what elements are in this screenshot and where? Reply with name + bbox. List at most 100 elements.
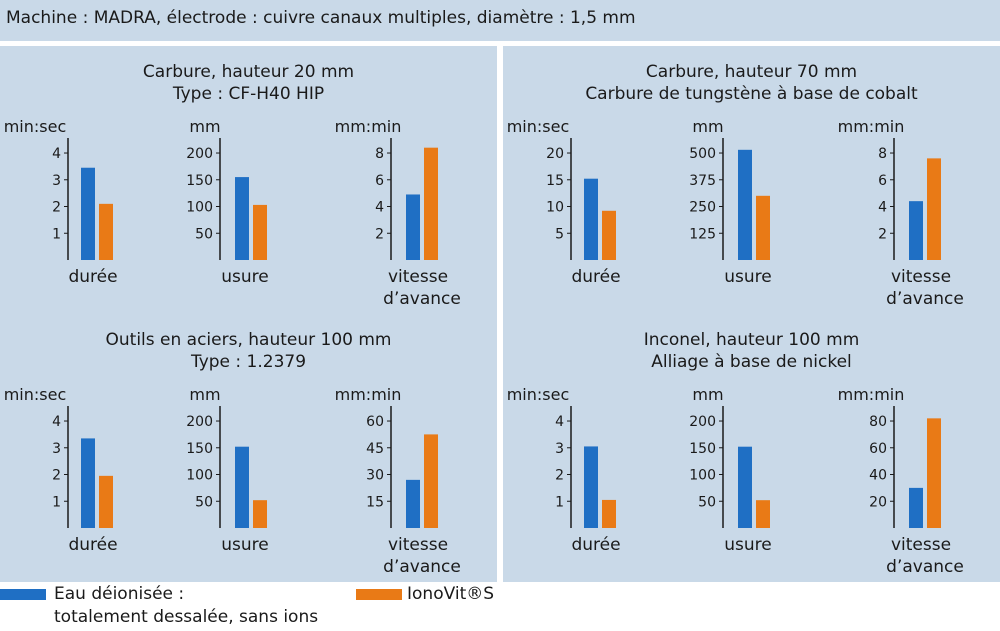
category-label-line2: d’avance: [383, 289, 461, 309]
bar-ionovit: [927, 158, 941, 260]
bar-ionovit: [99, 203, 113, 260]
bar-ionovit: [99, 475, 113, 528]
y-tick-label: 20: [546, 146, 564, 162]
y-tick-label: 4: [52, 146, 61, 162]
bar-ionovit: [756, 500, 770, 528]
category-label: vitesse: [891, 535, 951, 555]
axis-unit-label: min:sec: [507, 385, 570, 404]
y-tick-label: 10: [546, 200, 564, 216]
y-tick-label: 150: [689, 441, 716, 457]
y-tick-label: 375: [689, 173, 716, 189]
axis-unit-label: mm: [189, 385, 220, 404]
category-label: usure: [221, 535, 268, 555]
y-tick-label: 4: [878, 200, 887, 216]
y-tick-label: 15: [366, 494, 384, 510]
category-label: usure: [221, 267, 268, 287]
y-tick-label: 1: [52, 226, 61, 242]
panel-title: Carbure, hauteur 20 mm Type : CF-H40 HIP: [0, 61, 497, 105]
bar-ionovit: [602, 210, 616, 260]
bar-ionovit: [424, 147, 438, 260]
panel-carbide-20mm: Carbure, hauteur 20 mm Type : CF-H40 HIP…: [0, 46, 497, 314]
y-tick-label: 2: [375, 226, 384, 242]
y-tick-label: 5: [555, 226, 564, 242]
category-label: usure: [724, 267, 771, 287]
y-tick-label: 250: [689, 200, 716, 216]
bar-ionovit: [756, 195, 770, 260]
axis-unit-label: mm:min: [335, 385, 402, 404]
y-tick-label: 200: [186, 414, 213, 430]
legend-label-deionized-line1: Eau déionisée :: [54, 584, 185, 604]
chart-svg: min:sec 1 2 3 4 durée mm 50 100 150 200 usure mm:min…: [4, 385, 461, 577]
y-tick-label: 3: [52, 173, 61, 189]
panel-carbide-70mm: Carbure, hauteur 70 mm Carbure de tungst…: [503, 46, 1000, 314]
chart-svg: min:sec 5 10 15 20 durée mm 125 250 375 500 usure mm…: [507, 117, 964, 309]
bar-deionized: [81, 167, 95, 260]
axis-unit-label: mm:min: [838, 117, 905, 136]
panel-title-line1: Carbure, hauteur 20 mm: [142, 62, 355, 82]
y-tick-label: 1: [555, 494, 564, 510]
bar-deionized: [584, 446, 598, 528]
category-label: vitesse: [388, 267, 448, 287]
y-tick-label: 80: [869, 414, 887, 430]
y-tick-label: 40: [869, 468, 887, 484]
bar-ionovit: [424, 434, 438, 528]
y-tick-label: 50: [195, 226, 213, 242]
panel-title: Carbure, hauteur 70 mm Carbure de tungst…: [503, 61, 1000, 105]
bar-deionized: [738, 446, 752, 528]
y-tick-label: 20: [869, 494, 887, 510]
bar-ionovit: [602, 499, 616, 528]
legend: Eau déionisée : totalement dessalée, san…: [0, 583, 1000, 631]
y-tick-label: 125: [689, 226, 716, 242]
legend-label-deionized-line2: totalement dessalée, sans ions: [54, 607, 319, 627]
chart-svg: min:sec 1 2 3 4 durée mm 50 100 150 200 usure mm:min…: [4, 117, 461, 309]
legend-swatch-ionovit: [356, 589, 402, 600]
panel-title-line1: Inconel, hauteur 100 mm: [643, 330, 860, 350]
bar-deionized: [81, 438, 95, 528]
y-tick-label: 1: [52, 494, 61, 510]
panel-title-line2: Alliage à base de nickel: [651, 352, 852, 372]
bar-deionized: [909, 487, 923, 528]
y-tick-label: 50: [698, 494, 716, 510]
legend-label-ionovit: IonoVit®S: [407, 583, 494, 606]
y-tick-label: 8: [375, 146, 384, 162]
axis-unit-label: mm:min: [838, 385, 905, 404]
axis-unit-label: mm: [692, 385, 723, 404]
category-label: vitesse: [388, 535, 448, 555]
chart-svg: min:sec 1 2 3 4 durée mm 50 100 150 200 usure mm:min…: [507, 385, 964, 577]
bar-ionovit: [253, 204, 267, 260]
y-tick-label: 4: [52, 414, 61, 430]
y-tick-label: 50: [195, 494, 213, 510]
panel-title: Outils en aciers, hauteur 100 mm Type : …: [0, 329, 497, 373]
category-label: durée: [68, 535, 117, 555]
y-tick-label: 60: [869, 441, 887, 457]
bar-ionovit: [253, 500, 267, 528]
category-label-line2: d’avance: [383, 557, 461, 577]
header-bar: Machine : MADRA, électrode : cuivre cana…: [0, 0, 1000, 41]
y-tick-label: 2: [52, 200, 61, 216]
panel-title-line2: Type : 1.2379: [190, 352, 307, 372]
y-tick-label: 2: [878, 226, 887, 242]
bar-deionized: [235, 177, 249, 260]
bar-deionized: [406, 194, 420, 260]
axis-unit-label: min:sec: [4, 117, 67, 136]
legend-label-ionovit-text: IonoVit®S: [407, 584, 495, 604]
panel-title-line1: Outils en aciers, hauteur 100 mm: [105, 330, 392, 350]
category-label: vitesse: [891, 267, 951, 287]
bar-deionized: [909, 201, 923, 260]
panel-tool-steel: Outils en aciers, hauteur 100 mm Type : …: [0, 314, 497, 582]
y-tick-label: 30: [366, 468, 384, 484]
category-label-line2: d’avance: [886, 289, 964, 309]
category-label: usure: [724, 535, 771, 555]
y-tick-label: 8: [878, 146, 887, 162]
bar-ionovit: [927, 418, 941, 528]
axis-unit-label: min:sec: [4, 385, 67, 404]
y-tick-label: 200: [689, 414, 716, 430]
y-tick-label: 6: [878, 173, 887, 189]
bar-deionized: [406, 479, 420, 528]
y-tick-label: 45: [366, 441, 384, 457]
axis-unit-label: min:sec: [507, 117, 570, 136]
axis-unit-label: mm:min: [335, 117, 402, 136]
panel-title-line2: Type : CF-H40 HIP: [172, 84, 325, 104]
y-tick-label: 3: [52, 441, 61, 457]
y-tick-label: 500: [689, 146, 716, 162]
